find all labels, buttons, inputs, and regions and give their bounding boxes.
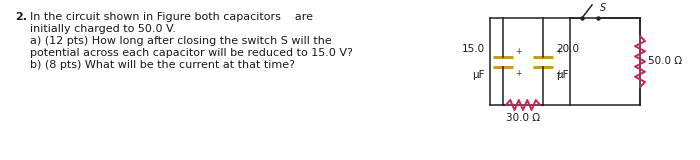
Text: 2.: 2. (15, 12, 27, 22)
Text: +: + (515, 68, 522, 77)
Text: a) (12 pts) How long after closing the switch S will the: a) (12 pts) How long after closing the s… (30, 36, 332, 46)
Text: μF: μF (473, 69, 485, 80)
Text: 30.0 Ω: 30.0 Ω (506, 113, 540, 123)
Text: potential across each capacitor will be reduced to 15.0 V?: potential across each capacitor will be … (30, 48, 353, 58)
Text: 50.0 Ω: 50.0 Ω (648, 56, 682, 67)
Text: +: + (555, 68, 561, 77)
Text: μF: μF (556, 69, 568, 80)
Text: 15.0: 15.0 (462, 44, 485, 53)
Text: +: + (515, 47, 522, 56)
Text: In the circuit shown in Figure both capacitors    are: In the circuit shown in Figure both capa… (30, 12, 313, 22)
Text: 20.0: 20.0 (556, 44, 579, 53)
Text: +: + (555, 47, 561, 56)
Text: b) (8 pts) What will be the current at that time?: b) (8 pts) What will be the current at t… (30, 60, 295, 70)
Text: S: S (600, 3, 606, 13)
Text: initially charged to 50.0 V.: initially charged to 50.0 V. (30, 24, 176, 34)
